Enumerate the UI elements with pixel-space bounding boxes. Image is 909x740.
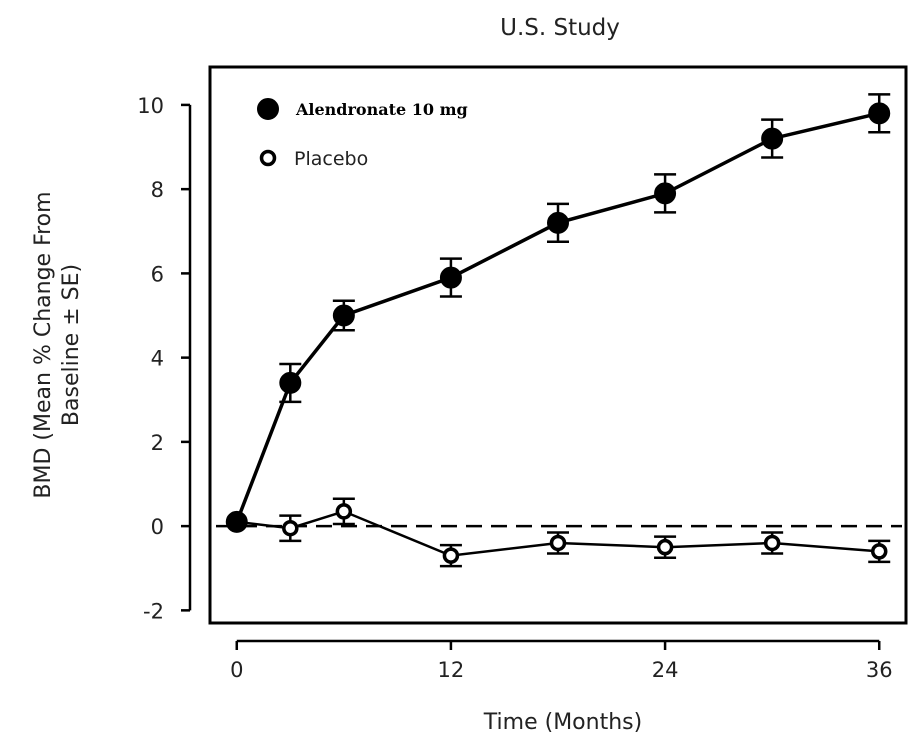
alendronate-point [439,266,462,289]
y-tick-label: 2 [151,431,164,455]
plot-frame [208,65,908,625]
y-axis-title-line2: Baseline ± SE) [59,264,84,426]
x-tick-label: 0 [230,658,243,682]
x-tick-label: 24 [652,658,679,682]
placebo-point [549,534,567,552]
alendronate-point [547,211,569,234]
placebo-line [236,510,880,557]
series-placebo [228,497,891,568]
series-alendronate [225,93,891,533]
placebo-point [870,543,888,560]
y-tick-label: -2 [143,599,164,623]
y-tick-label: 8 [151,178,164,202]
legend-item-alendronate: Alendronate 10 mg [257,98,468,120]
legend-item-placebo: Placebo [259,148,368,170]
placebo-point [335,503,353,520]
y-axis-title-line1: BMD (Mean % Change From [31,191,56,498]
legend-marker-filled [257,98,279,120]
x-tick-label: 12 [438,658,465,682]
x-axis-title: Time (Months) [483,710,642,735]
chart-title: U.S. Study [500,15,620,41]
placebo-point [656,538,674,556]
alendronate-point [332,304,355,327]
alendronate-point [761,127,784,150]
legend-label-alendronate: Alendronate 10 mg [295,100,468,119]
legend-marker-open [259,149,277,167]
x-tick-label: 36 [866,658,893,682]
placebo-point [282,519,299,537]
alendronate-point [225,510,248,533]
y-tick-label: 10 [137,94,164,118]
alendronate-line [235,111,880,523]
legend-label-placebo: Placebo [294,148,368,170]
alendronate-point [279,371,302,394]
alendronate-point [868,102,891,125]
y-tick-label: 6 [151,262,164,286]
placebo-point [442,547,460,564]
legend: Alendronate 10 mg Placebo [257,98,468,170]
series [225,93,891,568]
y-tick-label: 4 [151,347,164,371]
y-tick-label: 0 [151,515,164,539]
placebo-point [763,534,781,552]
alendronate-point [654,182,677,205]
y-axis-title: BMD (Mean % Change From Baseline ± SE) [31,191,84,498]
